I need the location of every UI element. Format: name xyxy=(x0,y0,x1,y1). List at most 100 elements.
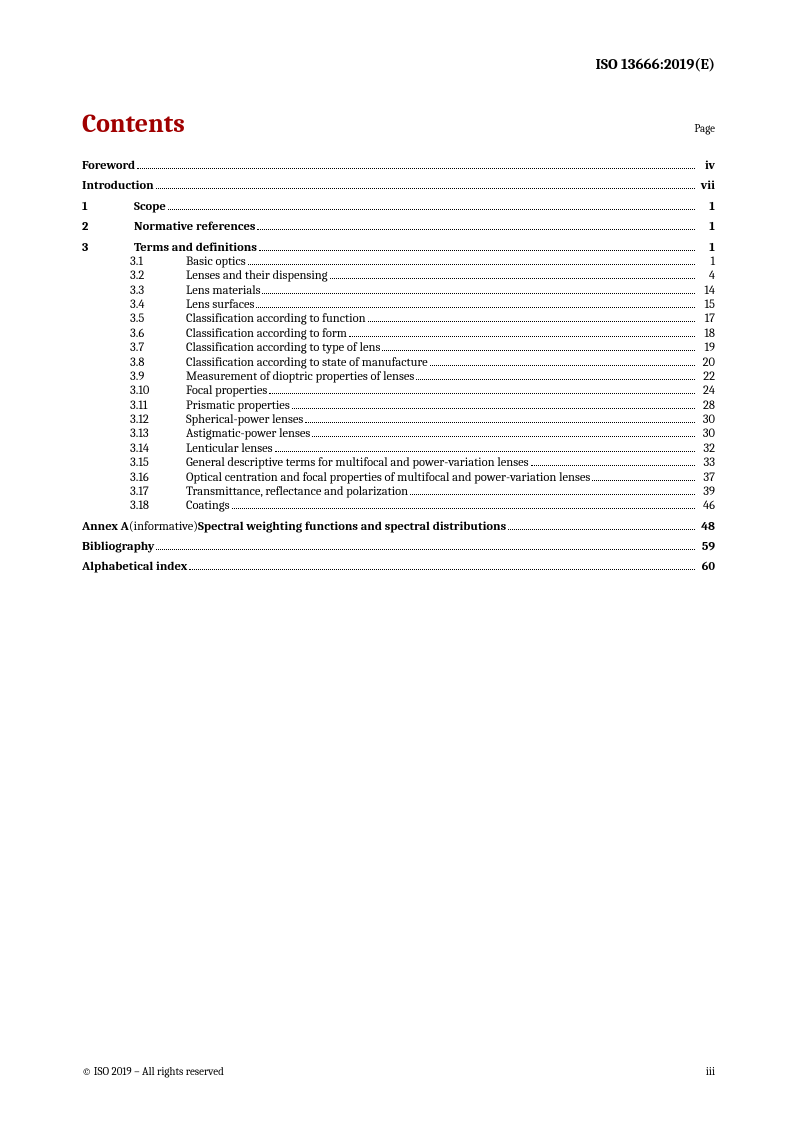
toc-page: 1 xyxy=(697,220,715,234)
toc-title: Astigmatic-power lenses xyxy=(186,427,310,441)
toc-title: Annex A xyxy=(82,520,129,534)
toc-row: 3.16Optical centration and focal propert… xyxy=(82,471,715,485)
toc-page: 24 xyxy=(697,384,715,398)
toc-page: 33 xyxy=(697,456,715,470)
toc-leader xyxy=(259,241,695,251)
toc-row: Foreword iv xyxy=(82,159,715,173)
toc-number: 3.10 xyxy=(130,384,186,398)
toc-page: 15 xyxy=(697,298,715,312)
toc-leader xyxy=(262,284,695,294)
toc-title: Alphabetical index xyxy=(82,560,187,574)
toc-title: Transmittance, reflectance and polarizat… xyxy=(186,485,408,499)
toc-page: 37 xyxy=(697,471,715,485)
toc-page: 32 xyxy=(697,442,715,456)
toc-row: Alphabetical index 60 xyxy=(82,560,715,574)
document-id: ISO 13666:2019(E) xyxy=(82,55,715,73)
toc-page: 60 xyxy=(697,560,715,574)
toc-row: 3.2Lenses and their dispensing4 xyxy=(82,269,715,283)
toc-page: 39 xyxy=(697,485,715,499)
toc-row: 3.6Classification according to form 18 xyxy=(82,327,715,341)
toc-page: 18 xyxy=(697,327,715,341)
toc-page: 30 xyxy=(697,427,715,441)
toc-title: Lens surfaces xyxy=(186,298,254,312)
toc-title: Classification according to type of lens xyxy=(186,341,380,355)
toc-page: vii xyxy=(697,179,715,193)
toc-leader xyxy=(531,456,695,466)
toc-number: 3.4 xyxy=(130,298,186,312)
toc-leader xyxy=(305,413,695,423)
toc-row: 3.10Focal properties 24 xyxy=(82,384,715,398)
toc-row: 3.13Astigmatic-power lenses 30 xyxy=(82,427,715,441)
toc-title: Normative references xyxy=(134,220,255,234)
toc-leader xyxy=(189,561,695,571)
contents-header: Contents Page xyxy=(82,109,715,139)
toc-row: 3.15General descriptive terms for multif… xyxy=(82,456,715,470)
toc-number: 3.14 xyxy=(130,442,186,456)
toc-page: 48 xyxy=(697,520,715,534)
toc-title: Introduction xyxy=(82,179,154,193)
toc-row: 3.11Prismatic properties 28 xyxy=(82,399,715,413)
toc-row: 3.4Lens surfaces 15 xyxy=(82,298,715,312)
toc-title: Scope xyxy=(134,200,166,214)
toc-page: iv xyxy=(697,159,715,173)
toc-page: 19 xyxy=(697,341,715,355)
toc-row: 3.17Transmittance, reflectance and polar… xyxy=(82,485,715,499)
toc-leader xyxy=(416,370,695,380)
toc-row: Introduction vii xyxy=(82,179,715,193)
toc-title: Optical centration and focal properties … xyxy=(186,471,590,485)
toc-number: 3.3 xyxy=(130,284,186,298)
table-of-contents: ForewordivIntroductionvii1Scope12Normati… xyxy=(82,159,715,575)
toc-number: 3.18 xyxy=(130,499,186,513)
toc-number: 3.12 xyxy=(130,413,186,427)
toc-leader xyxy=(275,442,695,452)
toc-row: 3.5Classification according to function1… xyxy=(82,312,715,326)
toc-page: 30 xyxy=(697,413,715,427)
toc-title: Lenses and their dispensing xyxy=(186,269,328,283)
toc-title: Classification according to form xyxy=(186,327,347,341)
toc-number: 3.1 xyxy=(130,255,186,269)
toc-leader xyxy=(592,471,695,481)
toc-page: 28 xyxy=(697,399,715,413)
toc-row: 3.14Lenticular lenses32 xyxy=(82,442,715,456)
page-number: iii xyxy=(706,1065,715,1078)
toc-title: Spherical-power lenses xyxy=(186,413,303,427)
toc-leader xyxy=(292,399,695,409)
toc-leader xyxy=(137,159,695,169)
toc-row: Annex A (informative) Spectral weighting… xyxy=(82,520,715,534)
toc-title: Lens materials xyxy=(186,284,260,298)
toc-leader xyxy=(257,220,695,230)
toc-title: Measurement of dioptric properties of le… xyxy=(186,370,414,384)
toc-page: 1 xyxy=(697,241,715,255)
toc-page: 46 xyxy=(697,499,715,513)
toc-title: Classification according to state of man… xyxy=(186,356,428,370)
toc-leader xyxy=(330,270,695,280)
toc-title: Foreword xyxy=(82,159,135,173)
toc-row: 3Terms and definitions1 xyxy=(82,241,715,255)
toc-title: Focal properties xyxy=(186,384,267,398)
toc-row: 3.9Measurement of dioptric properties of… xyxy=(82,370,715,384)
toc-number: 3.9 xyxy=(130,370,186,384)
toc-title: Classification according to function xyxy=(186,312,366,326)
toc-number: 1 xyxy=(82,200,134,214)
contents-title: Contents xyxy=(82,109,185,139)
toc-page: 22 xyxy=(697,370,715,384)
toc-page: 59 xyxy=(697,540,715,554)
toc-number: 3.6 xyxy=(130,327,186,341)
toc-leader xyxy=(312,428,695,438)
toc-leader xyxy=(349,327,695,337)
toc-number: 3.11 xyxy=(130,399,186,413)
toc-title: Prismatic properties xyxy=(186,399,290,413)
toc-row: 2Normative references 1 xyxy=(82,220,715,234)
toc-leader xyxy=(248,255,695,265)
toc-number: 3.5 xyxy=(130,312,186,326)
toc-number: 3.2 xyxy=(130,269,186,283)
toc-number: 3.13 xyxy=(130,427,186,441)
toc-leader xyxy=(168,200,695,210)
toc-page: 1 xyxy=(697,255,715,269)
toc-number: 2 xyxy=(82,220,134,234)
toc-leader xyxy=(156,180,695,190)
toc-leader xyxy=(232,500,695,510)
toc-row: 3.12Spherical-power lenses 30 xyxy=(82,413,715,427)
toc-row: 1Scope1 xyxy=(82,200,715,214)
toc-title: Bibliography xyxy=(82,540,154,554)
